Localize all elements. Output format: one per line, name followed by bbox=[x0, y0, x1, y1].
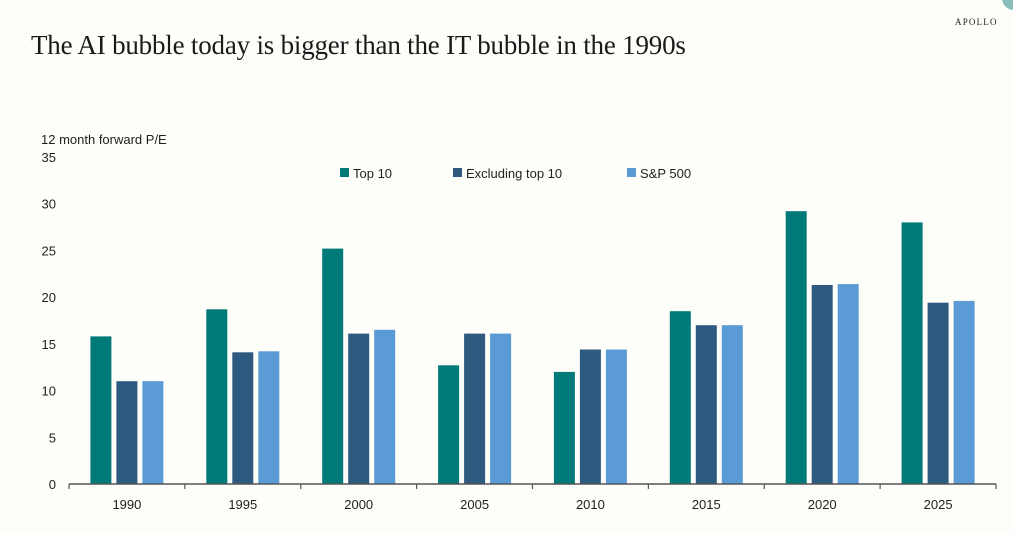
legend-swatch bbox=[340, 168, 349, 177]
bar-s-p-500-1990 bbox=[142, 381, 164, 484]
y-tick-label: 10 bbox=[42, 384, 56, 399]
bar-group-2000 bbox=[322, 248, 396, 484]
bar-excluding-top-10-2005 bbox=[464, 333, 486, 484]
y-tick-label: 35 bbox=[42, 150, 56, 165]
bar-excluding-top-10-2010 bbox=[579, 349, 601, 484]
bar-top-10-2025 bbox=[901, 222, 923, 484]
corner-decoration bbox=[1002, 0, 1013, 10]
legend-label: S&P 500 bbox=[640, 166, 691, 181]
y-axis-ticks: 0 5 10 15 20 25 30 35 bbox=[42, 150, 56, 492]
bar-group-2015 bbox=[669, 311, 743, 484]
legend: Top 10 Excluding top 10 S&P 500 bbox=[340, 166, 691, 181]
bars-layer bbox=[90, 211, 975, 484]
x-tick-label: 2025 bbox=[924, 497, 953, 512]
bar-top-10-2010 bbox=[553, 371, 575, 484]
x-tick-label: 1995 bbox=[228, 497, 257, 512]
bar-group-1995 bbox=[206, 309, 280, 484]
bar-s-p-500-2025 bbox=[953, 300, 975, 484]
bar-excluding-top-10-2020 bbox=[811, 285, 833, 484]
y-tick-label: 20 bbox=[42, 290, 56, 305]
x-tick-label: 2000 bbox=[344, 497, 373, 512]
legend-item-top-10: Top 10 bbox=[340, 166, 392, 181]
y-tick-label: 15 bbox=[42, 337, 56, 352]
bar-excluding-top-10-1990 bbox=[116, 381, 138, 484]
bar-top-10-2020 bbox=[785, 211, 807, 484]
bar-s-p-500-2015 bbox=[721, 325, 743, 484]
bar-top-10-1995 bbox=[206, 309, 228, 484]
brand-logo: APOLLO bbox=[955, 17, 998, 27]
x-tick-label: 2010 bbox=[576, 497, 605, 512]
bar-top-10-2015 bbox=[669, 311, 691, 484]
bar-s-p-500-2020 bbox=[837, 284, 859, 484]
bar-excluding-top-10-2015 bbox=[695, 325, 717, 484]
bar-group-2005 bbox=[438, 333, 512, 484]
bar-s-p-500-2010 bbox=[605, 349, 627, 484]
bar-excluding-top-10-2000 bbox=[348, 333, 370, 484]
x-tick-label: 2020 bbox=[808, 497, 837, 512]
bar-group-2020 bbox=[785, 211, 859, 484]
legend-swatch bbox=[453, 168, 462, 177]
y-tick-label: 0 bbox=[49, 477, 56, 492]
y-axis-label: 12 month forward P/E bbox=[41, 132, 167, 147]
legend-label: Excluding top 10 bbox=[466, 166, 562, 181]
bar-s-p-500-2000 bbox=[374, 329, 396, 484]
bar-top-10-2000 bbox=[322, 248, 344, 484]
legend-item-s-p-500: S&P 500 bbox=[627, 166, 691, 181]
y-tick-label: 30 bbox=[42, 197, 56, 212]
bar-s-p-500-2005 bbox=[490, 333, 512, 484]
bar-group-1990 bbox=[90, 336, 164, 484]
bar-top-10-1990 bbox=[90, 336, 112, 484]
chart-title: The AI bubble today is bigger than the I… bbox=[31, 30, 686, 60]
y-tick-label: 25 bbox=[42, 243, 56, 258]
x-axis: 1990 1995 2000 2005 2010 2015 2020 2025 bbox=[68, 483, 997, 512]
x-tick-label: 2005 bbox=[460, 497, 489, 512]
legend-label: Top 10 bbox=[353, 166, 392, 181]
bar-excluding-top-10-2025 bbox=[927, 302, 949, 484]
bar-s-p-500-1995 bbox=[258, 351, 280, 484]
bar-excluding-top-10-1995 bbox=[232, 352, 254, 484]
bar-top-10-2005 bbox=[438, 365, 460, 484]
bar-group-2025 bbox=[901, 222, 975, 484]
x-tick-label: 2015 bbox=[692, 497, 721, 512]
x-tick-label: 1990 bbox=[112, 497, 141, 512]
legend-swatch bbox=[627, 168, 636, 177]
legend-item-excluding-top-10: Excluding top 10 bbox=[453, 166, 562, 181]
y-tick-label: 5 bbox=[49, 430, 56, 445]
bar-group-2010 bbox=[553, 349, 627, 484]
